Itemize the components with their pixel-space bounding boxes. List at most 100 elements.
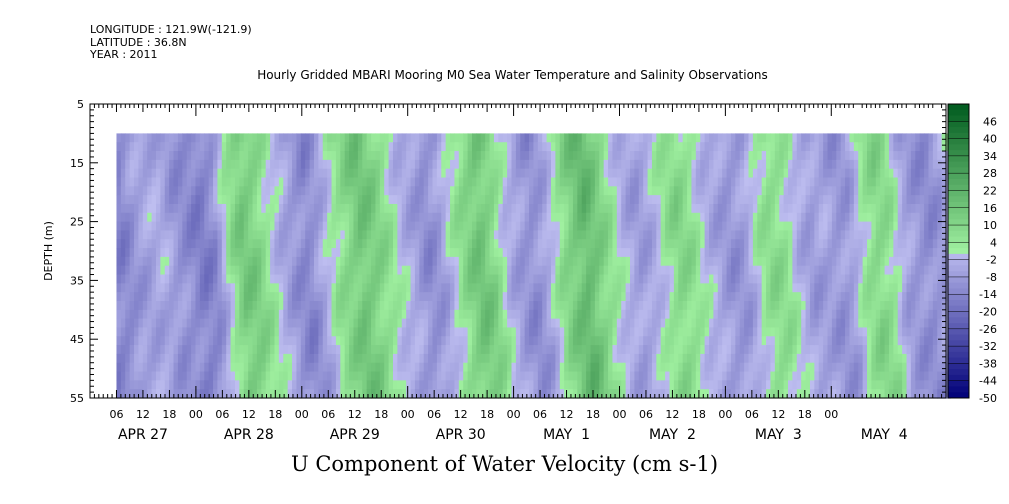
heatmap-cell xyxy=(840,309,846,320)
heatmap-cell xyxy=(155,142,161,152)
heatmap-cell xyxy=(818,212,824,223)
heatmap-cell xyxy=(239,327,245,337)
heatmap-cell xyxy=(419,292,425,302)
heatmap-cell xyxy=(656,142,662,152)
heatmap-cell xyxy=(463,248,469,258)
heatmap-cell xyxy=(423,186,429,196)
heatmap-cell xyxy=(226,345,232,355)
heatmap-cell xyxy=(515,195,521,205)
heatmap-cell xyxy=(722,389,728,399)
heatmap-cell xyxy=(511,371,517,381)
heatmap-cell xyxy=(147,362,153,373)
heatmap-cell xyxy=(454,274,460,284)
heatmap-cell xyxy=(344,300,350,311)
heatmap-cell xyxy=(472,353,477,364)
heatmap-cell xyxy=(292,371,298,381)
heatmap-cell xyxy=(660,151,666,161)
heatmap-cell xyxy=(375,283,381,293)
heatmap-cell xyxy=(340,186,346,196)
heatmap-cell xyxy=(287,168,293,179)
heatmap-cell xyxy=(169,336,175,346)
heatmap-cell xyxy=(340,133,346,143)
heatmap-cell xyxy=(204,133,210,143)
heatmap-cell xyxy=(717,300,723,311)
heatmap-cell xyxy=(744,203,750,214)
heatmap-cell xyxy=(467,221,473,232)
heatmap-cell xyxy=(559,256,565,267)
heatmap-cell xyxy=(520,336,526,346)
heatmap-cell xyxy=(700,239,706,249)
heatmap-cell xyxy=(256,221,262,232)
heatmap-cell xyxy=(476,203,482,214)
heatmap-cell xyxy=(401,142,407,152)
heatmap-cell xyxy=(673,362,679,373)
heatmap-cell xyxy=(371,221,377,232)
heatmap-cell xyxy=(270,336,276,346)
heatmap-cell xyxy=(221,318,227,329)
heatmap-cell xyxy=(507,283,513,293)
heatmap-cell xyxy=(524,265,530,276)
heatmap-cell xyxy=(643,151,649,161)
heatmap-cell xyxy=(766,389,772,399)
heatmap-cell xyxy=(564,256,570,267)
heatmap-cell xyxy=(836,239,842,249)
heatmap-cell xyxy=(647,300,653,311)
heatmap-cell xyxy=(305,265,311,276)
heatmap-cell xyxy=(695,371,701,381)
heatmap-cell xyxy=(730,256,736,267)
heatmap-cell xyxy=(630,300,635,311)
heatmap-cell xyxy=(665,265,671,276)
heatmap-cell xyxy=(371,142,377,152)
heatmap-cell xyxy=(261,212,267,223)
heatmap-cell xyxy=(564,195,570,205)
heatmap-cell xyxy=(568,318,574,329)
heatmap-cell xyxy=(678,362,684,373)
heatmap-cell xyxy=(375,248,381,258)
heatmap-cell xyxy=(472,371,477,381)
heatmap-cell xyxy=(300,380,306,390)
heatmap-cell xyxy=(752,256,758,267)
heatmap-cell xyxy=(252,300,258,311)
heatmap-cell xyxy=(151,177,157,187)
heatmap-cell xyxy=(520,203,526,214)
heatmap-cell xyxy=(138,248,144,258)
heatmap-cell xyxy=(454,362,460,373)
heatmap-cell xyxy=(845,203,851,214)
heatmap-cell xyxy=(230,380,236,390)
heatmap-cell xyxy=(388,371,394,381)
heatmap-cell xyxy=(476,345,482,355)
heatmap-cell xyxy=(713,142,719,152)
heatmap-cell xyxy=(594,371,600,381)
heatmap-cell xyxy=(134,239,140,249)
heatmap-cell xyxy=(199,300,205,311)
heatmap-cell xyxy=(357,283,363,293)
heatmap-cell xyxy=(744,177,750,187)
heatmap-cell xyxy=(805,327,811,337)
heatmap-cell xyxy=(630,265,635,276)
heatmap-cell xyxy=(827,336,833,346)
heatmap-cell xyxy=(160,292,166,302)
heatmap-cell xyxy=(423,239,429,249)
heatmap-cell xyxy=(441,353,447,364)
heatmap-cell xyxy=(485,168,491,179)
heatmap-cell xyxy=(695,142,701,152)
heatmap-cell xyxy=(695,362,701,373)
heatmap-cell xyxy=(182,345,188,355)
heatmap-cell xyxy=(173,221,179,232)
heatmap-cell xyxy=(182,151,188,161)
heatmap-cell xyxy=(169,142,175,152)
heatmap-cell xyxy=(700,336,706,346)
heatmap-cell xyxy=(138,353,144,364)
heatmap-cell xyxy=(445,142,451,152)
heatmap-cell xyxy=(485,256,491,267)
heatmap-cell xyxy=(195,353,201,364)
heatmap-cell xyxy=(340,142,346,152)
heatmap-cell xyxy=(379,177,385,187)
heatmap-cell xyxy=(836,336,842,346)
heatmap-cell xyxy=(779,151,785,161)
heatmap-cell xyxy=(647,159,653,170)
heatmap-cell xyxy=(155,265,161,276)
heatmap-cell xyxy=(796,300,802,311)
heatmap-cell xyxy=(221,380,227,390)
heatmap-cell xyxy=(186,168,192,179)
